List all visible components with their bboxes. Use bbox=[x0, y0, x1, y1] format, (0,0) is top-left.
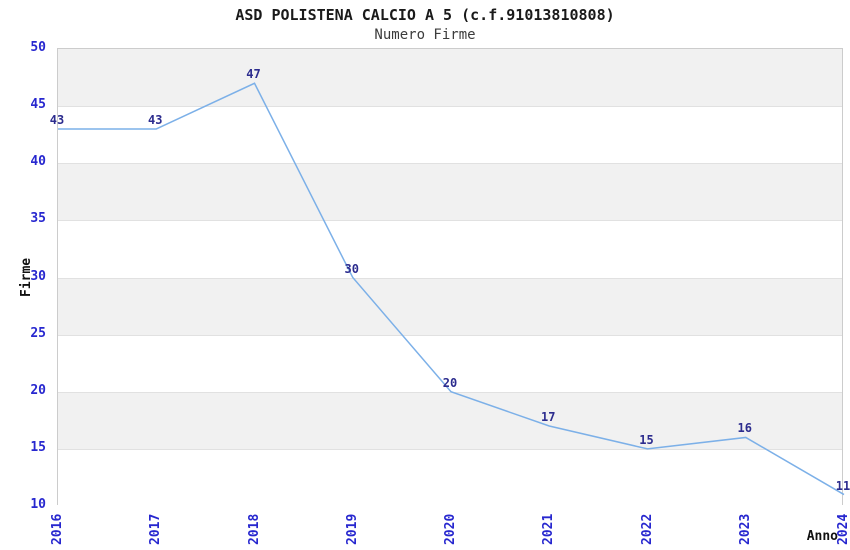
band bbox=[58, 220, 842, 278]
band bbox=[58, 163, 842, 221]
chart-subtitle: Numero Firme bbox=[374, 27, 476, 43]
series-line bbox=[58, 82, 845, 496]
x-tick-label: 2018 bbox=[246, 513, 262, 545]
x-tick-label: 2022 bbox=[639, 513, 655, 545]
x-tick-label: 2019 bbox=[344, 513, 360, 545]
data-label: 17 bbox=[541, 410, 556, 425]
chart-title: ASD POLISTENA CALCIO A 5 (c.f.9101381080… bbox=[235, 6, 615, 24]
y-tick-label: 10 bbox=[30, 497, 46, 512]
x-tick-label: 2016 bbox=[50, 513, 65, 545]
y-tick-label: 25 bbox=[30, 325, 46, 341]
data-label: 20 bbox=[442, 375, 458, 390]
data-label: 16 bbox=[737, 421, 752, 436]
gridline bbox=[58, 391, 842, 393]
x-axis-title: Anno bbox=[806, 529, 838, 544]
band bbox=[58, 106, 842, 164]
gridline bbox=[58, 448, 842, 450]
gridline bbox=[58, 220, 842, 222]
x-tick-label: 2020 bbox=[443, 513, 458, 545]
y-tick-label: 30 bbox=[30, 268, 46, 284]
y-tick-label: 40 bbox=[30, 154, 46, 170]
x-tick-label: 2017 bbox=[148, 513, 164, 545]
data-label: 15 bbox=[639, 432, 654, 447]
x-tick-label: 2021 bbox=[541, 513, 557, 545]
y-tick-label: 45 bbox=[30, 97, 46, 113]
gridline bbox=[58, 163, 842, 165]
line-series-svg bbox=[58, 82, 845, 496]
y-tick-label: 20 bbox=[30, 382, 46, 398]
band bbox=[58, 448, 842, 506]
y-axis-title: Firme bbox=[19, 257, 34, 297]
gridline bbox=[58, 334, 842, 336]
y-tick-label: 15 bbox=[30, 439, 46, 455]
band bbox=[58, 49, 842, 107]
band bbox=[58, 334, 842, 392]
gridline bbox=[58, 106, 842, 108]
y-tick-label: 50 bbox=[30, 40, 46, 55]
x-tick-label: 2023 bbox=[737, 513, 753, 545]
data-label: 11 bbox=[835, 478, 850, 493]
data-label: 43 bbox=[148, 112, 163, 127]
plot-area bbox=[57, 48, 845, 506]
band bbox=[58, 391, 842, 449]
data-label: 30 bbox=[344, 261, 359, 276]
y-tick-label: 35 bbox=[30, 211, 46, 227]
data-label: 47 bbox=[246, 67, 261, 82]
x-tick-label: 2024 bbox=[836, 513, 850, 545]
gridline bbox=[58, 277, 842, 279]
data-label: 43 bbox=[49, 112, 65, 127]
band bbox=[58, 277, 842, 335]
